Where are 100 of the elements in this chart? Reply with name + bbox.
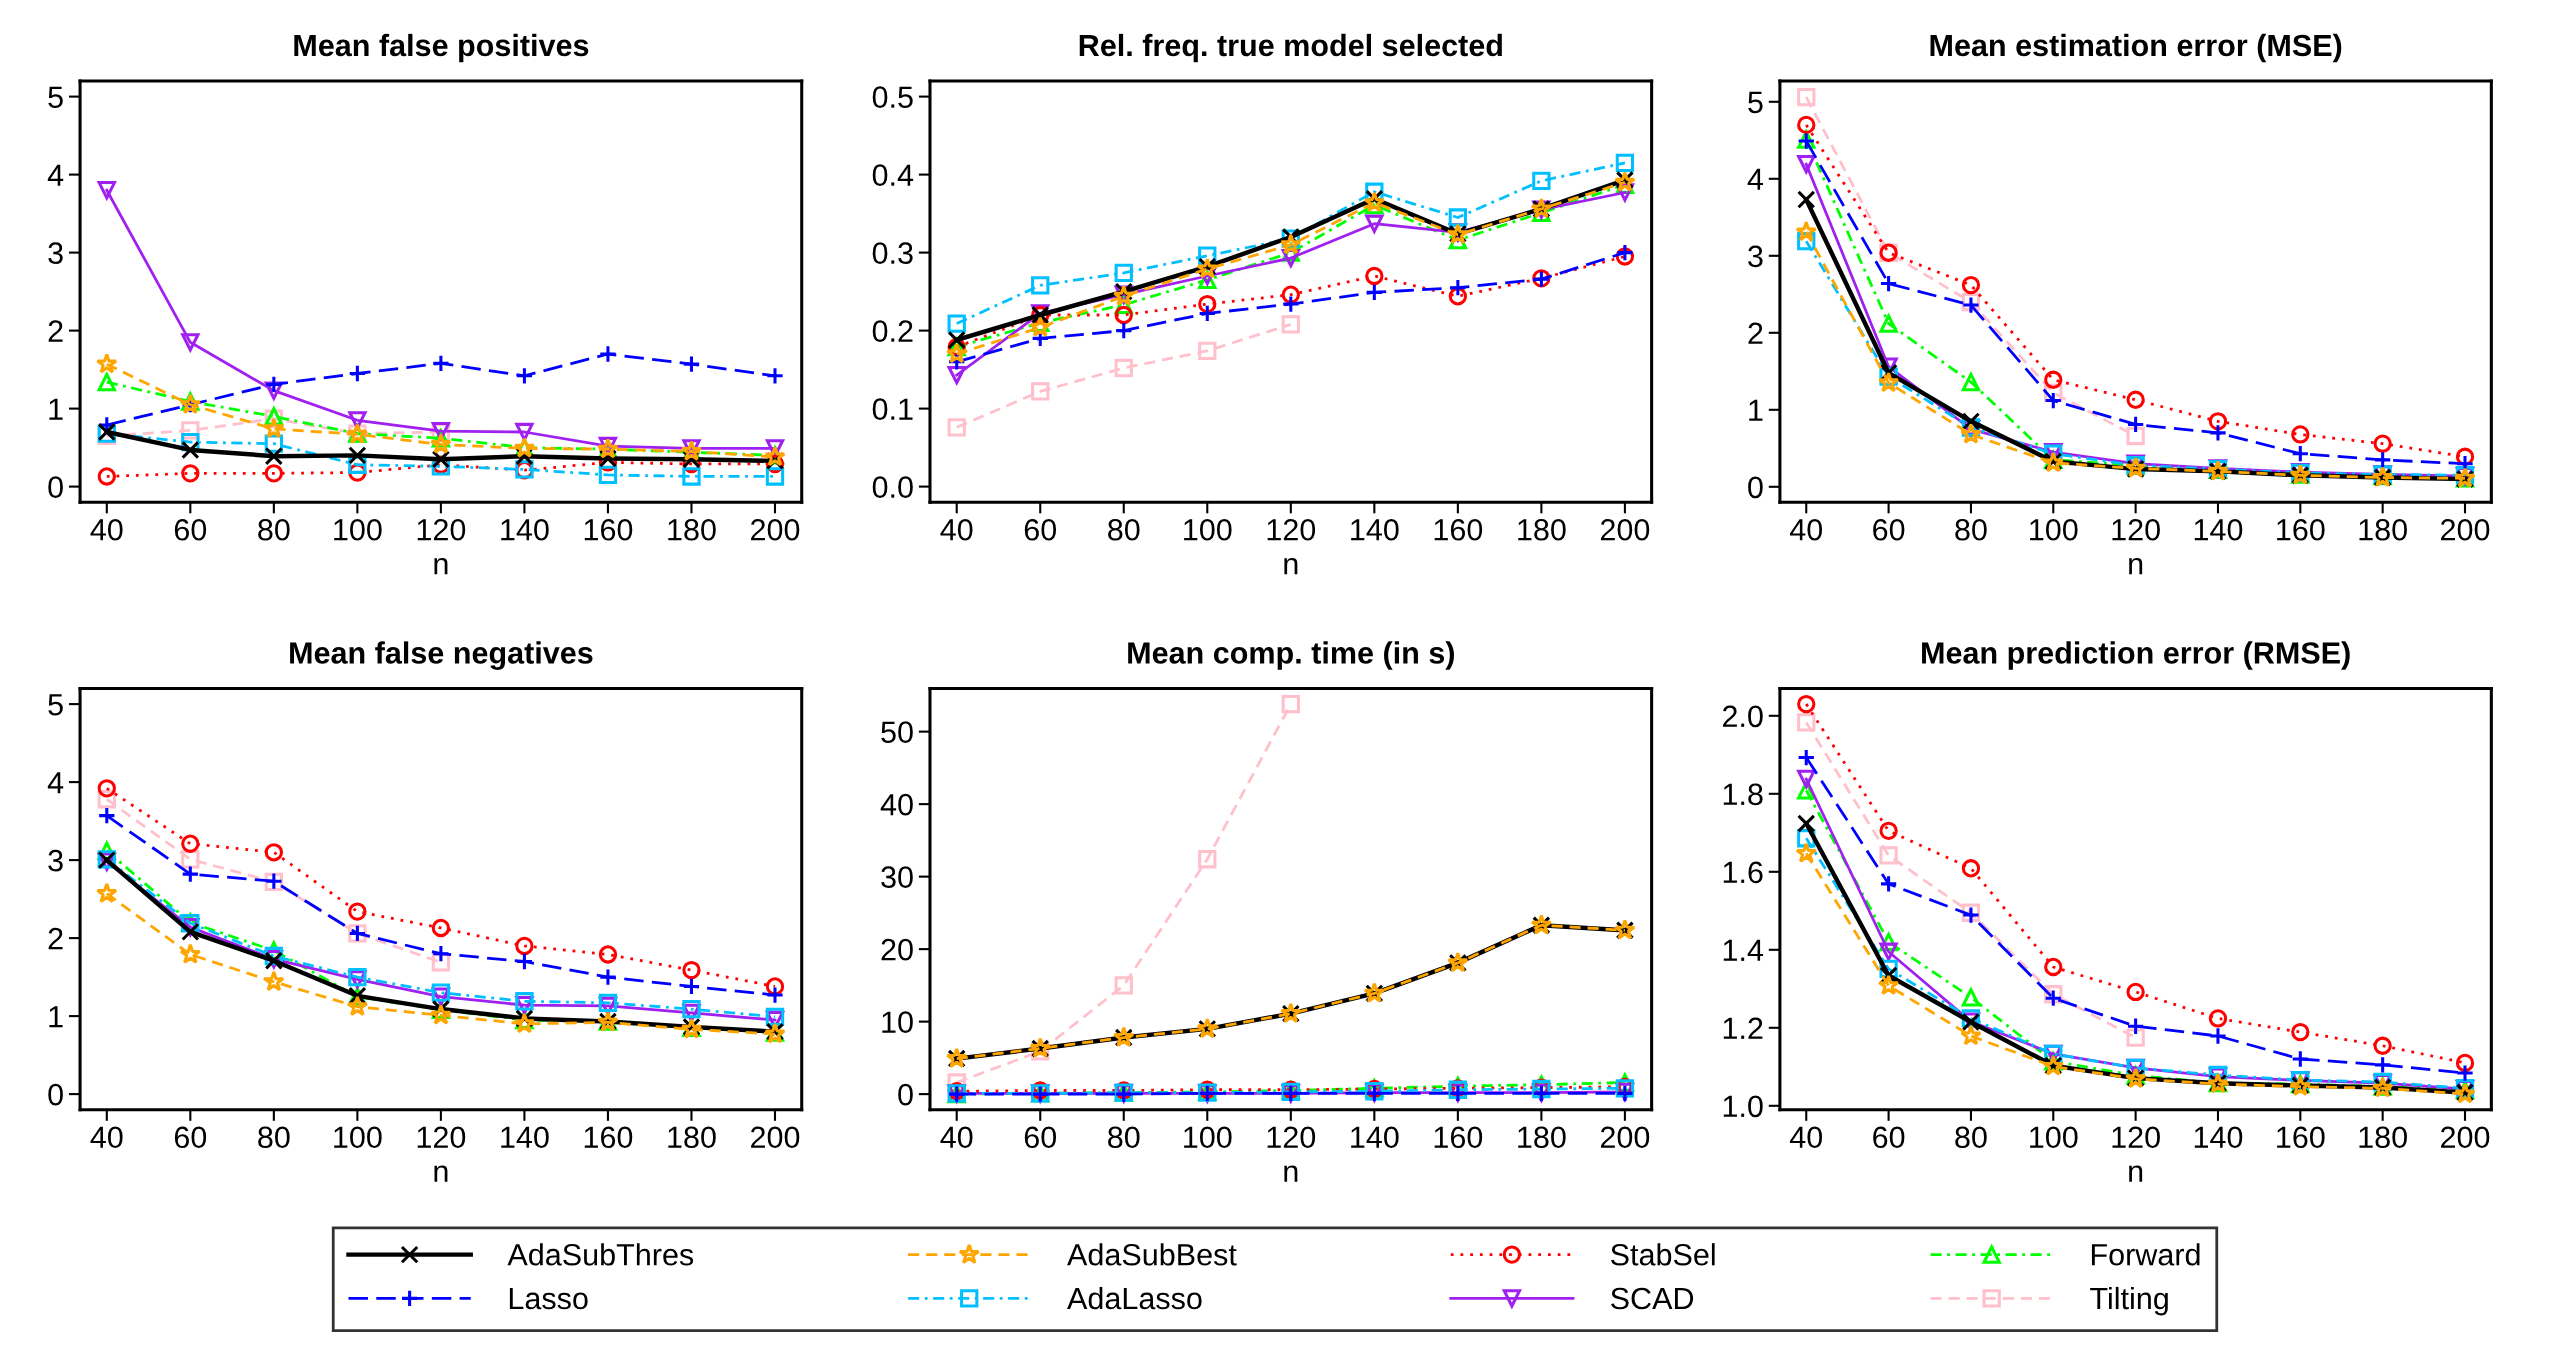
x-tick-label: 160 <box>1434 1126 1483 1149</box>
x-tick-label: 200 <box>1600 518 1650 541</box>
x-tick-label: 180 <box>1518 1126 1566 1149</box>
y-tick-label: 40 <box>880 793 913 816</box>
y-tick-label: 0.2 <box>872 320 913 342</box>
x-tick-label: 180 <box>2359 1126 2407 1149</box>
x-tick-label: 100 <box>334 1126 382 1149</box>
x-axis-title: n <box>434 1165 448 1182</box>
x-tick-label: 100 <box>1184 1126 1232 1149</box>
x-tick-label: 40 <box>940 518 973 541</box>
x-tick-label: 180 <box>2359 518 2407 541</box>
y-tick-label: 2 <box>48 320 63 342</box>
x-tick-label: 100 <box>334 518 382 541</box>
y-tick-label: 5 <box>48 86 63 108</box>
legend-label: Forward <box>2091 1243 2200 1266</box>
x-tick-label: 140 <box>2194 518 2243 541</box>
y-tick-label: 3 <box>48 849 63 872</box>
y-tick-label: 0 <box>48 1083 63 1106</box>
x-tick-label: 80 <box>258 518 290 541</box>
x-axis-title: n <box>1284 1165 1298 1182</box>
chart-title: Mean false positives <box>294 33 589 63</box>
x-tick-label: 140 <box>1351 1126 1399 1149</box>
y-tick-label: 5 <box>1748 91 1763 114</box>
y-tick-label: 0.1 <box>872 398 913 420</box>
x-tick-label: 200 <box>751 518 800 541</box>
x-tick-label: 120 <box>2112 1126 2160 1149</box>
x-tick-label: 180 <box>668 518 716 541</box>
x-tick-label: 120 <box>417 1126 466 1149</box>
x-tick-label: 60 <box>1873 1126 1905 1149</box>
x-tick-label: 200 <box>2441 518 2490 541</box>
y-tick-label: 1.8 <box>1723 783 1763 806</box>
x-tick-label: 100 <box>1184 518 1232 541</box>
x-tick-label: 60 <box>1873 518 1905 541</box>
y-tick-label: 0 <box>1748 476 1763 499</box>
x-tick-label: 200 <box>1600 1126 1650 1149</box>
legend-label: Tilting <box>2090 1286 2168 1316</box>
x-tick-label: 140 <box>1351 518 1399 541</box>
y-tick-label: 20 <box>881 938 913 961</box>
legend-label: AdaSubThres <box>507 1243 694 1266</box>
x-tick-label: 160 <box>1434 518 1483 541</box>
legend-label: SCAD <box>1611 1287 1694 1310</box>
x-tick-label: 60 <box>1024 518 1057 541</box>
y-tick-label: 4 <box>1747 168 1764 190</box>
y-tick-label: 3 <box>48 242 63 264</box>
x-tick-label: 120 <box>1267 518 1316 541</box>
legend-label: StabSel <box>1611 1243 1715 1266</box>
x-tick-label: 80 <box>258 1126 290 1149</box>
x-tick-label: 160 <box>2277 1126 2325 1149</box>
x-tick-label: 120 <box>2112 518 2160 541</box>
y-tick-label: 50 <box>881 721 913 744</box>
x-tick-label: 40 <box>90 1126 123 1149</box>
chart-title: Mean prediction error (RMSE) <box>1922 641 2350 670</box>
x-tick-label: 160 <box>584 1126 633 1149</box>
y-tick-label: 3 <box>1748 245 1763 268</box>
y-tick-label: 1 <box>49 398 63 420</box>
x-tick-label: 40 <box>1789 1126 1823 1149</box>
x-tick-label: 180 <box>668 1126 716 1149</box>
x-tick-label: 40 <box>90 518 123 541</box>
y-tick-label: 0.3 <box>872 242 913 264</box>
y-tick-label: 1.0 <box>1723 1095 1763 1118</box>
y-tick-label: 30 <box>881 866 913 888</box>
x-tick-label: 40 <box>940 1126 973 1149</box>
chart-title: Mean comp. time (in s) <box>1128 641 1454 670</box>
y-tick-label: 1.4 <box>1723 939 1764 961</box>
x-tick-label: 140 <box>2194 1126 2243 1149</box>
x-tick-label: 140 <box>501 518 549 541</box>
x-tick-label: 60 <box>1024 1126 1057 1149</box>
y-tick-label: 2.0 <box>1722 705 1763 728</box>
y-tick-label: 4 <box>47 772 64 794</box>
x-tick-label: 60 <box>174 518 207 541</box>
x-tick-label: 120 <box>417 518 466 541</box>
x-tick-label: 160 <box>584 518 633 541</box>
y-tick-label: 1 <box>1749 399 1763 421</box>
x-tick-label: 80 <box>1108 1126 1140 1149</box>
x-tick-label: 60 <box>174 1126 207 1149</box>
x-axis-title: n <box>2129 1165 2143 1182</box>
y-tick-label: 2 <box>48 927 63 950</box>
y-tick-label: 4 <box>47 164 64 186</box>
x-tick-label: 80 <box>1955 518 1987 541</box>
x-axis-title: n <box>434 557 448 575</box>
legend-label: AdaLasso <box>1067 1286 1202 1310</box>
y-tick-label: 1.6 <box>1723 861 1763 884</box>
legend-label: AdaSubBest <box>1067 1243 1237 1266</box>
x-tick-label: 200 <box>2441 1126 2490 1149</box>
y-tick-label: 5 <box>48 694 63 716</box>
x-tick-label: 80 <box>1955 1126 1987 1149</box>
y-tick-label: 0 <box>898 1083 913 1106</box>
y-tick-label: 0 <box>48 476 63 498</box>
x-tick-label: 100 <box>2030 518 2078 541</box>
x-axis-title: n <box>2129 557 2143 575</box>
x-tick-label: 140 <box>501 1126 549 1149</box>
chart-title: Mean estimation error (MSE) <box>1930 33 2342 63</box>
y-tick-label: 0.4 <box>872 164 914 186</box>
y-tick-label: 0.5 <box>872 86 913 108</box>
x-tick-label: 160 <box>2277 518 2325 541</box>
y-tick-label: 0.0 <box>872 476 913 498</box>
x-tick-label: 100 <box>2030 1126 2078 1149</box>
legend-label: Lasso <box>509 1288 588 1310</box>
x-axis-title: n <box>1284 557 1298 575</box>
chart-title: Rel. freq. true model selected <box>1079 33 1502 63</box>
